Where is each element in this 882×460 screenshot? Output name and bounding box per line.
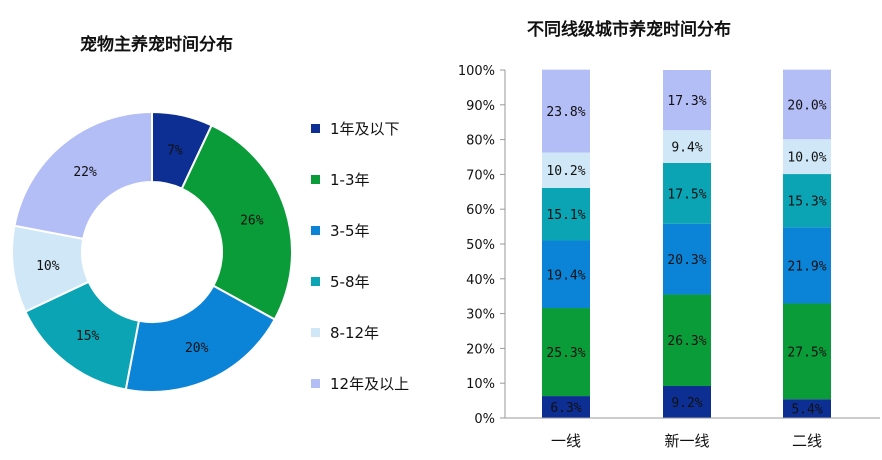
bar-segment-label: 20.0% — [787, 98, 826, 113]
bar-segment-label: 17.5% — [667, 187, 706, 202]
bar-segment — [663, 162, 711, 224]
donut-slice — [124, 284, 277, 393]
y-tick-label: 0% — [474, 412, 495, 427]
legend-swatch — [311, 277, 320, 286]
bar-segment — [542, 308, 590, 397]
bar-segment-label: 25.3% — [546, 346, 585, 361]
donut-chart: 7% 26% 20% 15% 10% 22% — [11, 110, 293, 393]
legend-swatch — [311, 226, 320, 235]
bar-segment — [783, 174, 831, 228]
bar-segment — [663, 70, 711, 131]
donut-slice-label: 10% — [36, 259, 60, 274]
donut-slice — [13, 110, 153, 241]
bar-segment — [663, 130, 711, 163]
y-tick-label: 40% — [466, 273, 495, 288]
y-tick-label: 80% — [466, 134, 495, 149]
bar-segment-label: 9.4% — [671, 141, 702, 156]
stacked-bars: 6.3% 25.3% 19.4% 15.1% 10.2% 23.8% 9.2% 26.3% 20… — [542, 69, 831, 418]
donut-legend: 1年及以下 1-3年 3-5年 5-8年 8-12年 12年及以上 — [311, 120, 409, 393]
y-tick-label: 10% — [466, 377, 495, 392]
y-tick-label: 20% — [466, 342, 495, 357]
legend-label: 5-8年 — [330, 273, 370, 291]
y-tick-label: 100% — [458, 64, 495, 79]
y-tick-label: 50% — [466, 238, 495, 253]
legend-swatch — [311, 175, 320, 184]
legend-label: 8-12年 — [330, 324, 379, 342]
legend-swatch — [311, 379, 320, 388]
x-category-label: 二线 — [792, 432, 822, 450]
bar-chart-title: 不同线级城市养宠时间分布 — [527, 19, 731, 40]
legend-swatch — [311, 328, 320, 337]
donut-chart-title: 宠物主养宠时间分布 — [80, 34, 233, 55]
bar-segment-label: 17.3% — [667, 94, 706, 109]
y-tick-label: 70% — [466, 168, 495, 183]
bar-segment-label: 27.5% — [787, 345, 826, 360]
legend-label: 3-5年 — [330, 222, 370, 240]
bar-segment-label: 10.0% — [787, 151, 826, 166]
donut-slice-label: 22% — [73, 165, 97, 180]
y-tick-label: 30% — [466, 308, 495, 323]
donut-slice-label: 15% — [76, 329, 100, 344]
bar-segment-label: 20.3% — [667, 253, 706, 268]
bar-segment — [542, 69, 590, 153]
bar-segment — [783, 69, 831, 140]
x-axis: 一线 新一线 二线 — [505, 417, 880, 450]
bar-segment — [542, 187, 590, 241]
bar-segment — [542, 240, 590, 309]
bar-segment-label: 19.4% — [546, 268, 585, 283]
donut-slice-label: 26% — [240, 214, 264, 229]
donut-slice — [180, 123, 293, 321]
bar-segment-label: 15.3% — [787, 195, 826, 210]
bar-segment-label: 26.3% — [667, 334, 706, 349]
bar-segment — [663, 223, 711, 295]
bar-segment — [663, 385, 711, 418]
bar-segment-label: 10.2% — [546, 164, 585, 179]
legend-label: 1年及以下 — [330, 120, 400, 138]
bar-segment-label: 5.4% — [791, 403, 822, 418]
bar-segment — [783, 139, 831, 175]
x-category-label: 新一线 — [664, 432, 709, 450]
bar-segment — [783, 303, 831, 400]
bar-segment-label: 15.1% — [546, 208, 585, 223]
bar-segment-label: 21.9% — [787, 259, 826, 274]
bar-segment — [663, 294, 711, 386]
legend-swatch — [311, 124, 320, 133]
y-axis: 0% 10% 20% 30% 40% 50% 60% 70% 80% 90% 100% — [458, 64, 506, 427]
y-tick-label: 60% — [466, 203, 495, 218]
legend-label: 12年及以上 — [330, 375, 409, 393]
donut-slice-label: 7% — [167, 144, 183, 159]
bar-segment — [542, 396, 590, 418]
bar-segment — [783, 399, 831, 418]
bar-segment — [542, 152, 590, 188]
bar-segment — [783, 227, 831, 304]
x-category-label: 一线 — [551, 432, 581, 450]
bar-segment-label: 9.2% — [671, 396, 702, 411]
legend-label: 1-3年 — [330, 171, 370, 189]
y-tick-label: 90% — [466, 99, 495, 114]
donut-slice-label: 20% — [185, 341, 209, 356]
bar-segment-label: 23.8% — [546, 105, 585, 120]
bar-segment-label: 6.3% — [550, 401, 581, 416]
